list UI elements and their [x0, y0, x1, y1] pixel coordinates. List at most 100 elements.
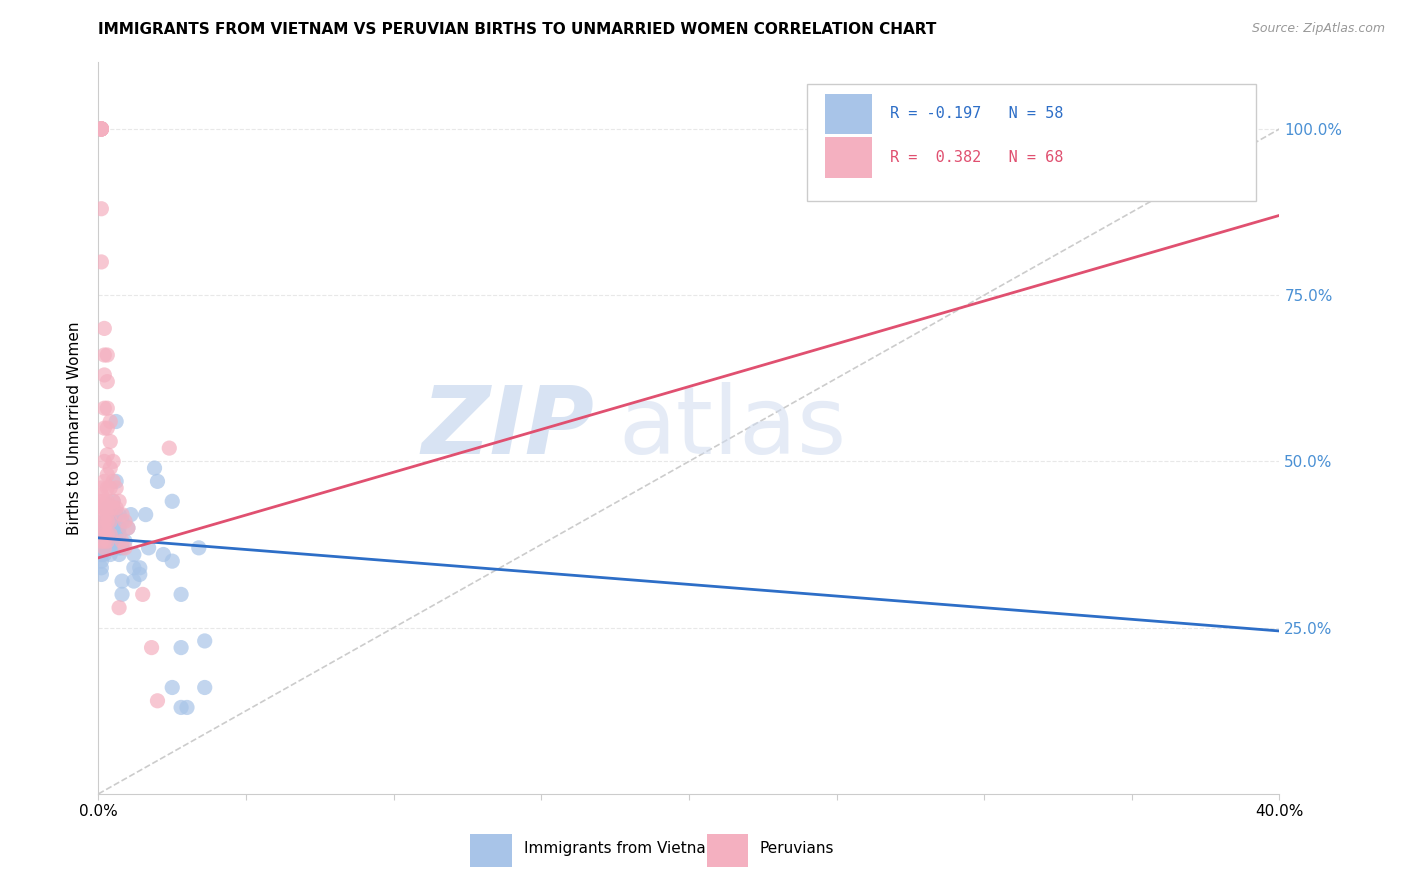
Point	[93, 548, 115, 562]
Point	[98, 434, 121, 449]
Point	[93, 368, 115, 382]
Point	[96, 375, 118, 389]
Point	[128, 567, 150, 582]
Point	[108, 521, 131, 535]
Point	[98, 534, 121, 549]
Point	[103, 500, 125, 515]
Point	[96, 527, 118, 541]
Point	[98, 481, 121, 495]
Point	[93, 321, 115, 335]
Point	[103, 521, 125, 535]
Point	[117, 521, 139, 535]
Point	[105, 481, 128, 495]
Point	[146, 475, 169, 489]
Point	[93, 494, 115, 508]
Point	[93, 534, 115, 549]
Point	[96, 348, 118, 362]
Point	[103, 534, 125, 549]
Point	[103, 494, 125, 508]
Point	[111, 587, 134, 601]
Point	[90, 567, 112, 582]
Point	[111, 541, 134, 555]
Point	[187, 541, 209, 555]
Point	[103, 475, 125, 489]
Point	[146, 694, 169, 708]
Point	[98, 514, 121, 528]
Point	[108, 600, 131, 615]
Point	[96, 527, 118, 541]
Point	[128, 561, 150, 575]
FancyBboxPatch shape	[807, 85, 1256, 202]
Point	[93, 500, 115, 515]
Point	[105, 527, 128, 541]
Point	[96, 521, 118, 535]
Point	[90, 122, 112, 136]
Point	[170, 700, 193, 714]
Point	[122, 548, 145, 562]
Point	[135, 508, 157, 522]
Point	[90, 122, 112, 136]
FancyBboxPatch shape	[825, 94, 872, 134]
Point	[96, 494, 118, 508]
Point	[103, 454, 125, 468]
Point	[111, 508, 134, 522]
Point	[141, 640, 163, 655]
Point	[152, 548, 174, 562]
FancyBboxPatch shape	[825, 137, 872, 178]
Point	[105, 415, 128, 429]
Point	[98, 500, 121, 515]
Point	[114, 534, 136, 549]
Point	[93, 527, 115, 541]
Point	[143, 461, 166, 475]
Text: Peruvians: Peruvians	[759, 841, 834, 856]
Point	[93, 521, 115, 535]
Point	[96, 421, 118, 435]
Point	[117, 521, 139, 535]
Point	[96, 467, 118, 482]
Point	[105, 508, 128, 522]
Point	[157, 441, 180, 455]
Point	[90, 481, 112, 495]
Point	[105, 534, 128, 549]
Point	[90, 122, 112, 136]
Point	[93, 521, 115, 535]
Point	[98, 415, 121, 429]
Point	[111, 574, 134, 588]
Point	[96, 448, 118, 462]
Point	[98, 521, 121, 535]
Point	[93, 454, 115, 468]
Point	[90, 122, 112, 136]
Point	[96, 541, 118, 555]
Text: atlas: atlas	[619, 382, 846, 475]
Point	[90, 122, 112, 136]
Point	[194, 634, 217, 648]
Point	[96, 534, 118, 549]
Point	[194, 681, 217, 695]
Text: Immigrants from Vietnam: Immigrants from Vietnam	[523, 841, 720, 856]
Point	[162, 681, 183, 695]
Point	[93, 401, 115, 416]
Point	[96, 401, 118, 416]
Point	[90, 554, 112, 568]
Point	[93, 534, 115, 549]
Point	[98, 508, 121, 522]
Point	[108, 548, 131, 562]
Point	[170, 640, 193, 655]
Point	[108, 494, 131, 508]
Point	[93, 541, 115, 555]
Text: R = -0.197   N = 58: R = -0.197 N = 58	[890, 106, 1063, 121]
Point	[105, 500, 128, 515]
Point	[90, 488, 112, 502]
Point	[90, 541, 112, 555]
Point	[93, 514, 115, 528]
Point	[98, 548, 121, 562]
Point	[90, 561, 112, 575]
Point	[90, 202, 112, 216]
Point	[90, 521, 112, 535]
FancyBboxPatch shape	[471, 834, 512, 867]
Point	[162, 494, 183, 508]
Point	[90, 122, 112, 136]
Point	[90, 534, 112, 549]
Point	[96, 534, 118, 549]
Point	[170, 587, 193, 601]
